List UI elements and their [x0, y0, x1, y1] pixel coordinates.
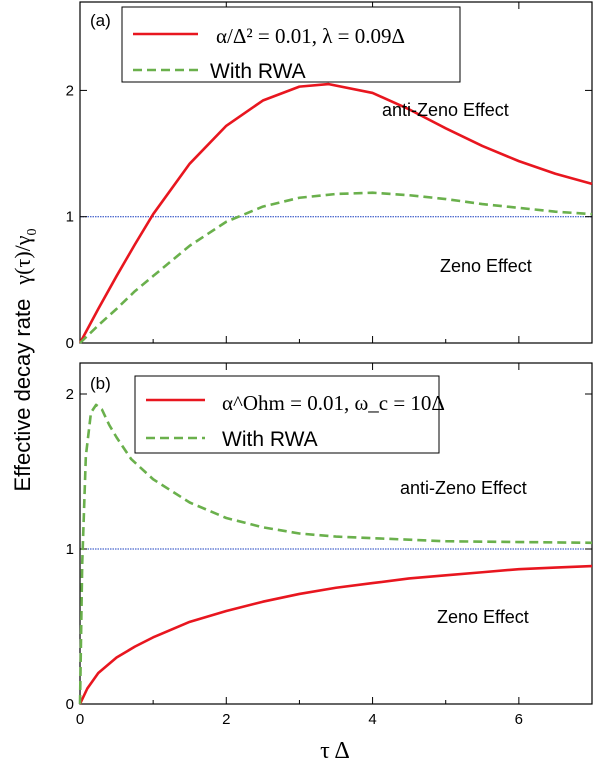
panel-b-anti-zeno-annotation: anti-Zeno Effect	[400, 478, 527, 498]
panel-a-legend-exact-label: α/Δ² = 0.01, λ = 0.09Δ	[216, 24, 405, 48]
panel-a-legend: α/Δ² = 0.01, λ = 0.09Δ With RWA	[121, 6, 461, 83]
panel-b-legend-box	[134, 375, 440, 454]
y-axis-label-symbol: γ(τ)/γ	[10, 235, 35, 285]
y-tick-label: 0	[66, 696, 74, 713]
panel-a: 012 (a) α/Δ² = 0.01, λ = 0.09Δ With RWA …	[66, 1, 593, 352]
y-tick-label: 2	[66, 82, 74, 99]
panel-a-series-rwa	[79, 191, 593, 344]
y-axis-label-text: Effective decay rate	[10, 299, 35, 492]
x-tick-label: 0	[76, 711, 84, 728]
panel-a-anti-zeno-annotation: anti-Zeno Effect	[382, 100, 509, 120]
panel-a-label: (a)	[90, 11, 111, 30]
panel-b-label: (b)	[90, 374, 111, 393]
y-axis-label: Effective decay rate γ(τ)/γ0	[10, 229, 40, 492]
x-axis-label: τ Δ	[320, 738, 350, 764]
y-tick-label: 0	[66, 335, 74, 352]
panel-a-zeno-annotation: Zeno Effect	[440, 256, 532, 276]
panel-b-legend-rwa-label: With RWA	[222, 428, 318, 451]
y-tick-label: 1	[66, 541, 74, 558]
x-tick-label: 6	[515, 711, 523, 728]
y-tick-label: 2	[66, 386, 74, 403]
x-tick-label: 4	[368, 711, 376, 728]
panel-b-legend: α^Ohm = 0.01, ω_c = 10Δ With RWA	[134, 375, 445, 454]
x-tick-label: 2	[222, 711, 230, 728]
panel-b-zeno-annotation: Zeno Effect	[437, 607, 529, 627]
panel-a-legend-rwa-label: With RWA	[210, 60, 306, 83]
panel-a-frame	[79, 1, 593, 344]
panel-b-series-exact	[78, 564, 593, 705]
y-axis-label-subscript: 0	[25, 229, 40, 236]
panel-b-frame	[79, 362, 593, 705]
panel-b-legend-exact-label: α^Ohm = 0.01, ω_c = 10Δ	[222, 391, 445, 415]
panel-a-series-exact	[78, 82, 593, 344]
panel-b: 0 2 4 6 0 1 2 (b) α^Ohm = 0.01, ω_c = 10Δ Wit…	[66, 362, 593, 728]
y-tick-label: 1	[66, 209, 74, 226]
